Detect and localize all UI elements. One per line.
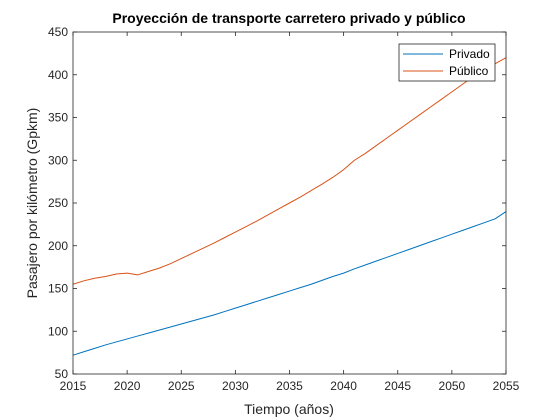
y-tick-label: 100 <box>48 324 68 338</box>
x-tick-label: 2030 <box>222 379 249 393</box>
legend-label-privado: Privado <box>449 47 490 61</box>
y-tick-label: 450 <box>48 25 68 39</box>
y-tick-label: 50 <box>55 367 69 381</box>
y-tick-label: 150 <box>48 282 68 296</box>
series-layer <box>72 57 507 356</box>
y-tick-label: 350 <box>48 111 68 125</box>
x-tick-label: 2020 <box>114 379 141 393</box>
chart-title: Proyección de transporte carretero priva… <box>112 10 465 26</box>
x-tick-label: 2015 <box>60 379 87 393</box>
legend-label-publico: Público <box>449 64 489 78</box>
x-tick-label: 2045 <box>384 379 411 393</box>
axes-layer: 2015 2020 2025 2030 2035 2040 2045 2050 2055 50 10… <box>48 25 520 393</box>
legend: Privado Público <box>398 43 496 82</box>
y-axis-label: Pasajero por kilómetro (Gpkm) <box>24 108 40 299</box>
x-axis-label: Tiempo (años) <box>244 401 334 417</box>
y-tick-label: 400 <box>48 68 68 82</box>
x-tick-label: 2025 <box>168 379 195 393</box>
series-line-privado <box>72 211 507 356</box>
x-tick-label: 2040 <box>330 379 357 393</box>
x-tick-label: 2035 <box>276 379 303 393</box>
y-tick-label: 200 <box>48 239 68 253</box>
legend-box <box>398 43 496 82</box>
y-tick-label: 300 <box>48 153 68 167</box>
y-tick-label: 250 <box>48 196 68 210</box>
series-line-publico <box>72 57 507 285</box>
x-tick-label: 2050 <box>439 379 466 393</box>
x-tick-label: 2055 <box>493 379 520 393</box>
